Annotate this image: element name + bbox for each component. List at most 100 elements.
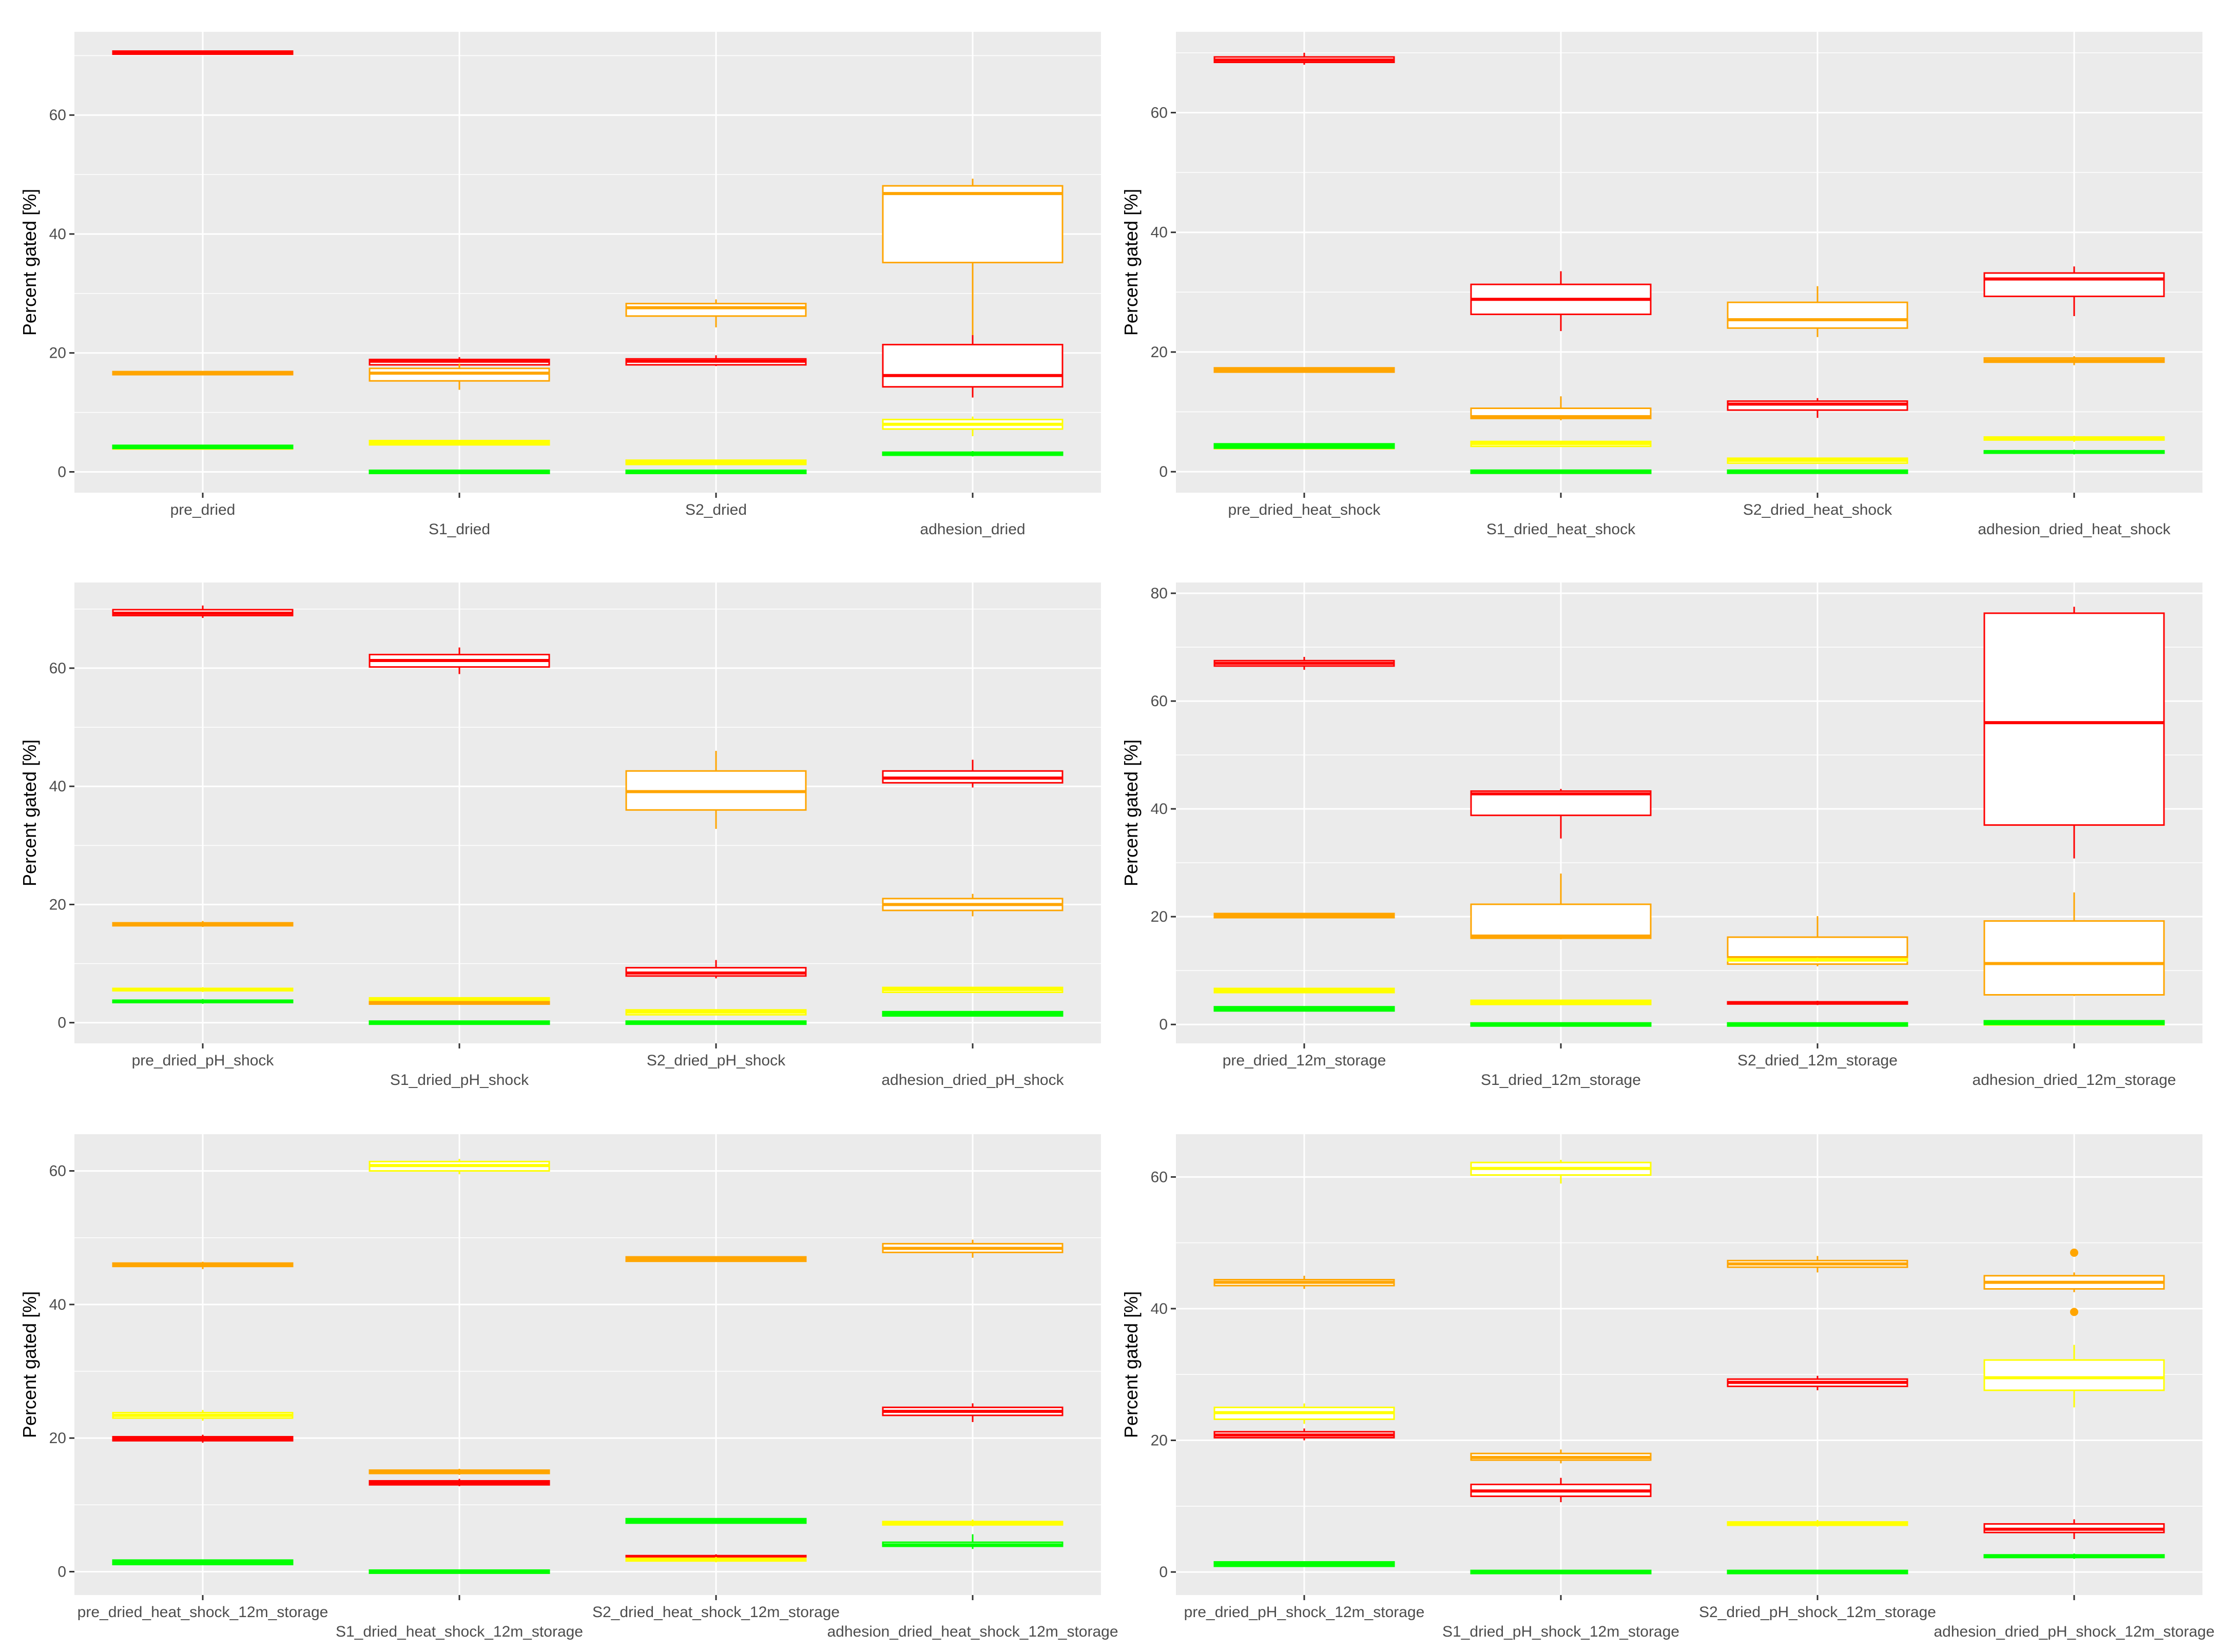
box-yellow-3 [625,459,807,465]
y-axis-title: Percent gated [%] [1120,740,1142,886]
box-red-1 [1213,52,1395,65]
box-body [882,185,1064,264]
box-red-2 [369,1479,550,1486]
box-orange-2 [1470,1449,1652,1464]
box-red-4 [882,760,1064,788]
box-orange-1 [1213,1275,1395,1289]
box-yellow-1 [112,1410,294,1421]
x-tick-label: pre_dried_pH_shock [132,1052,275,1069]
x-tick-label: S1_dried [429,521,490,538]
box-body [1727,301,1908,329]
box-orange-3 [1727,286,1908,337]
y-axis-title: Percent gated [%] [19,740,40,886]
box-body [1983,272,2165,297]
x-tick-label: S2_dried_pH_shock_12m_storage [1699,1604,1936,1621]
y-tick-label: 60 [49,1163,66,1180]
y-tick-label: 60 [49,660,66,677]
box-orange-3 [625,1256,807,1262]
box-green-1 [1213,1561,1395,1567]
box-red-2 [1470,271,1652,332]
y-axis-title: Percent gated [%] [1120,1291,1142,1438]
chart-panel-4: 0 20 40 60 80 Percent gated [%] pre_dried_12m_… [1120,582,2202,1089]
box-orange-1 [1213,367,1395,373]
x-tick-label: pre_dried_12m_storage [1223,1052,1386,1069]
box-green-2 [369,1569,550,1574]
box-red-4 [1983,1519,2165,1539]
box-orange-4 [1983,1272,2165,1292]
y-tick-label: 0 [57,463,66,480]
y-tick-label: 40 [49,778,66,795]
box-yellow-1 [1213,987,1395,994]
x-tick-label: S1_dried_12m_storage [1481,1072,1641,1089]
box-green-4 [1983,1020,2165,1025]
box-yellow-2 [1470,440,1652,448]
box-yellow-3 [1727,958,1908,962]
x-tick-label: S1_dried_heat_shock [1486,521,1636,538]
x-tick-label: adhesion_dried_pH_shock_12m_storage [1934,1623,2214,1640]
box-red-1 [1213,656,1395,670]
box-green-3 [625,469,807,474]
box-orange-4 [882,893,1064,917]
box-red-2 [369,647,550,674]
box-body [625,303,807,317]
chart-panel-3: 0 20 40 60 Percent gated [%] pre_dried_pH_sho… [19,582,1101,1089]
box-yellow-4 [1983,436,2165,442]
box-body [882,343,1064,388]
y-tick-label: 20 [1151,1432,1168,1449]
box-green-4 [1983,450,2165,455]
y-axis-title: Percent gated [%] [19,189,40,336]
box-orange-2 [1470,396,1652,420]
box-red-2 [1470,789,1652,839]
box-body [1983,1359,2165,1391]
x-tick-label: adhesion_dried [920,521,1025,538]
box-red-2 [1470,1478,1652,1503]
y-tick-label: 40 [1151,1300,1168,1317]
box-green-1 [112,1559,294,1566]
y-tick-label: 20 [49,1430,66,1447]
y-tick-label: 0 [57,1563,66,1580]
y-tick-label: 60 [1151,1169,1168,1185]
box-green-4 [882,451,1064,457]
box-body [1983,920,2165,996]
y-tick-label: 60 [1151,104,1168,121]
box-green-4 [882,1534,1064,1549]
x-tick-label: adhesion_dried_heat_shock [1978,521,2171,538]
box-green-4 [882,1010,1064,1017]
outlier-point [2070,1248,2078,1257]
box-yellow-2 [1470,999,1652,1005]
box-green-3 [625,1518,807,1524]
y-tick-label: 60 [49,107,66,124]
x-tick-label: S2_dried_pH_shock [647,1052,786,1069]
box-yellow-1 [112,987,294,992]
box-green-1 [1213,443,1395,449]
box-red-4 [1983,607,2165,859]
box-red-3 [625,960,807,979]
y-tick-label: 20 [49,345,66,362]
y-tick-label: 0 [57,1015,66,1032]
box-orange-2 [369,1469,550,1475]
box-orange-4 [882,1239,1064,1258]
box-yellow-2 [369,1159,550,1175]
x-tick-label: S2_dried_heat_shock [1743,501,1892,518]
box-orange-3 [625,299,807,327]
y-tick-label: 20 [1151,344,1168,361]
x-tick-label: S1_dried_pH_shock_12m_storage [1442,1623,1679,1640]
outlier-point [2070,1308,2078,1316]
y-tick-label: 40 [49,226,66,243]
panel-background [74,582,1101,1043]
box-orange-1 [1213,912,1395,919]
box-green-3 [1727,1022,1908,1027]
x-tick-label: adhesion_dried_12m_storage [1973,1072,2176,1089]
box-red-3 [1727,1001,1908,1005]
y-tick-label: 40 [1151,224,1168,241]
box-red-1 [112,1434,294,1443]
box-body [1470,903,1652,939]
box-green-2 [1470,469,1652,474]
box-orange-2 [1470,873,1652,940]
box-orange-1 [112,1261,294,1269]
x-tick-label: S1_dried_pH_shock [390,1072,529,1089]
x-tick-label: pre_dried_heat_shock_12m_storage [78,1604,328,1621]
box-green-1 [1213,1006,1395,1012]
panel-background [1176,32,2202,493]
